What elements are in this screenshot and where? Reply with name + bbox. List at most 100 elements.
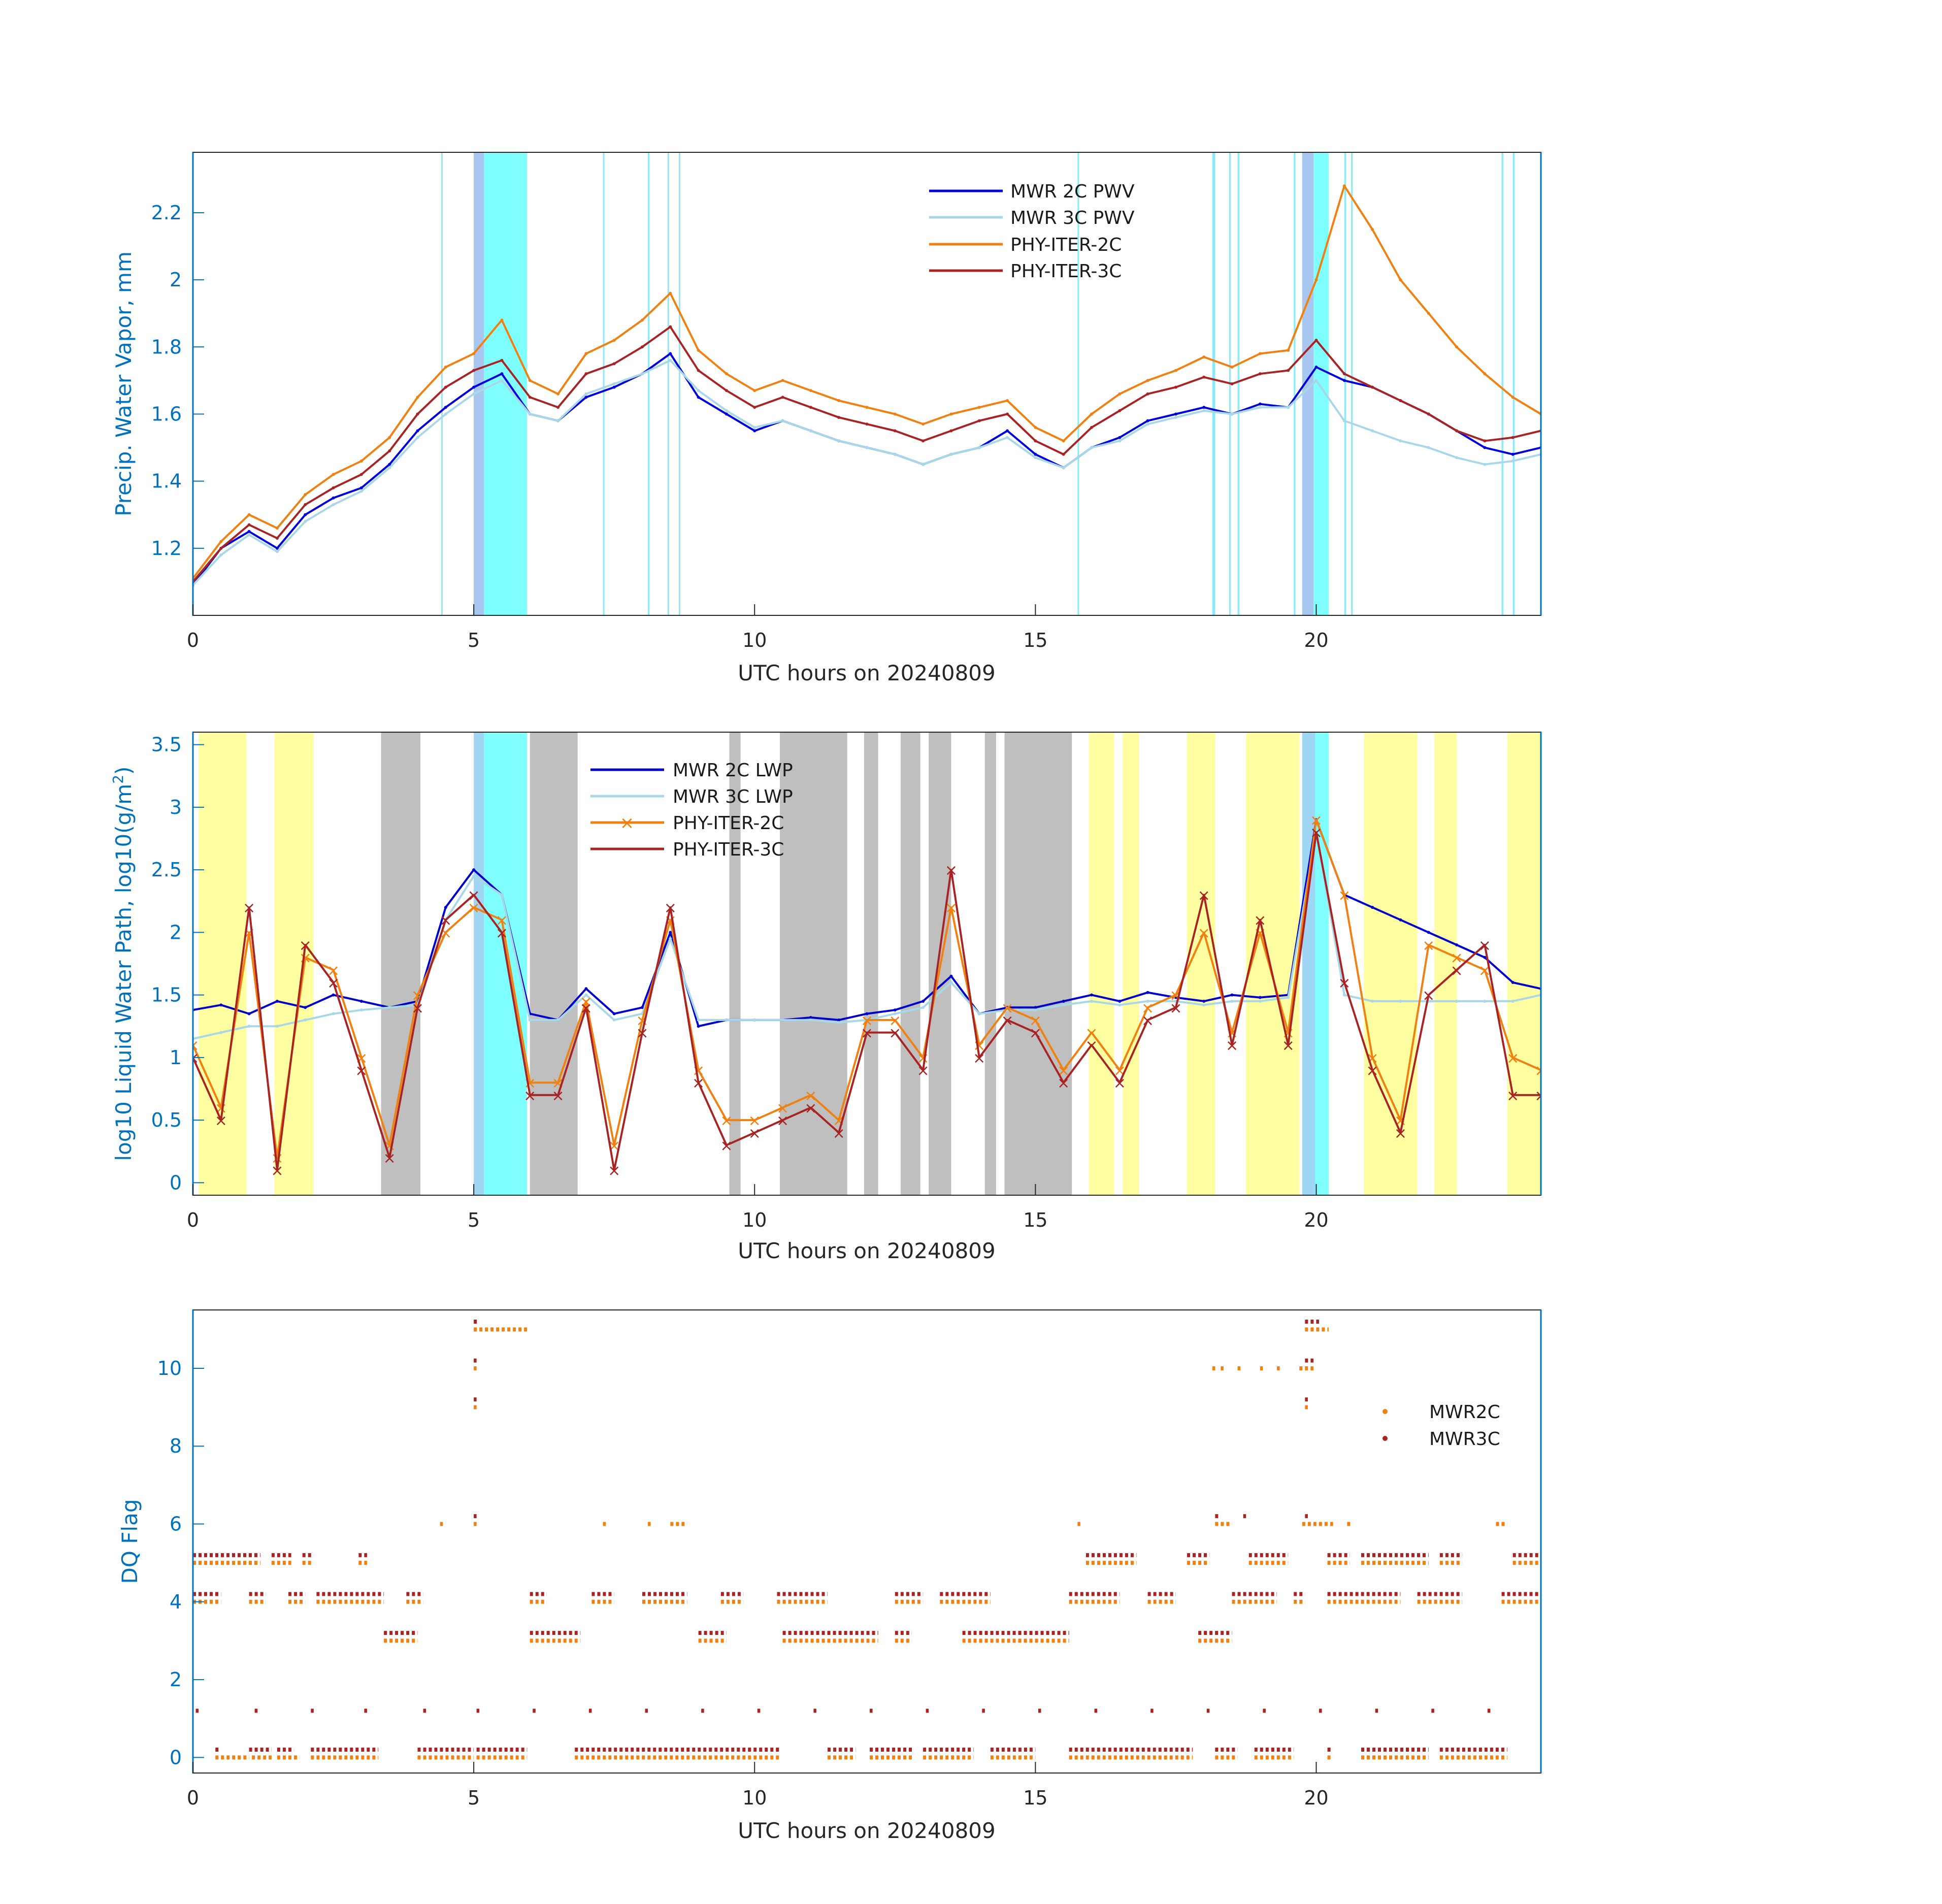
data-point-mwr-3c-pwv-12 xyxy=(528,412,532,416)
data-point-phy-iter-3c-7: × xyxy=(383,1150,396,1167)
data-point-phy-iter-3c-9 xyxy=(444,385,447,389)
data-point-phy-iter-2c-45: × xyxy=(1450,949,1463,967)
data-point-mwr-3c-lwp-36 xyxy=(1202,1003,1206,1007)
pwv-series-group xyxy=(193,184,1541,587)
data-point-phy-iter-3c-1 xyxy=(219,546,223,550)
data-point-mwr-3c-pwv-36 xyxy=(1202,409,1206,412)
data-point-mwr-3c-lwp-45 xyxy=(1455,999,1459,1003)
data-point-mwr-3c-lwp-31 xyxy=(1062,1003,1065,1007)
data-point-mwr-2c-pwv-15 xyxy=(612,385,616,389)
data-point-phy-iter-2c-15 xyxy=(612,339,616,342)
x-tick-label-1-1: 5 xyxy=(468,1209,480,1231)
data-point-phy-iter-3c-14: × xyxy=(580,999,593,1017)
data-point-phy-iter-2c-32 xyxy=(1090,412,1093,416)
shade-lightblue-0 xyxy=(474,732,484,1195)
data-point-mwr-3c-lwp-37 xyxy=(1230,999,1234,1003)
data-point-phy-iter-3c-16: × xyxy=(636,1025,648,1042)
data-point-mwr-3c-pwv-33 xyxy=(1118,439,1122,443)
lwp-panel: ×××××××××××× ××××××× ××××× ××××××××××××××××… xyxy=(110,732,1542,1263)
legend-label-phy-iter-2c: PHY-ITER-2C xyxy=(1010,235,1122,255)
dq-legend: MWR2C MWR3C xyxy=(1383,1402,1500,1450)
data-point-phy-iter-3c-4: × xyxy=(299,937,312,955)
data-point-phy-iter-2c-36 xyxy=(1202,355,1206,359)
data-point-mwr-3c-lwp-4 xyxy=(304,1018,307,1022)
data-point-mwr-2c-lwp-31 xyxy=(1062,999,1065,1003)
data-point-phy-iter-2c-41 xyxy=(1342,184,1346,188)
shade-cyan-lines-6 xyxy=(1212,152,1215,615)
shade-yellow-6 xyxy=(1364,732,1418,1195)
data-point-phy-iter-3c-11: × xyxy=(496,924,508,942)
legend-marker-mwr2c xyxy=(1383,1409,1388,1414)
data-point-phy-iter-3c-34: × xyxy=(1141,1012,1154,1030)
data-point-phy-iter-3c-38: × xyxy=(1254,912,1266,930)
data-point-phy-iter-3c-37: × xyxy=(1226,1037,1238,1055)
legend-label-mwr3c-lwp: MWR 3C LWP xyxy=(673,786,793,807)
data-point-mwr-3c-lwp-13 xyxy=(556,1018,560,1022)
data-point-mwr-3c-lwp-26 xyxy=(921,1006,925,1009)
data-point-mwr-2c-lwp-24 xyxy=(865,1012,869,1015)
data-point-phy-iter-3c-38 xyxy=(1258,372,1262,376)
data-point-mwr-3c-pwv-27 xyxy=(949,452,953,456)
data-point-phy-iter-3c-28 xyxy=(977,419,981,422)
data-point-phy-iter-2c-24 xyxy=(865,406,869,409)
data-point-mwr-2c-lwp-47 xyxy=(1511,980,1515,984)
shade-cyan-lines-11 xyxy=(1351,152,1353,615)
data-point-mwr-2c-lwp-42 xyxy=(1371,906,1374,909)
data-point-mwr-3c-pwv-47 xyxy=(1511,459,1515,463)
dq-x-axis-label: UTC hours on 20240809 xyxy=(738,1818,996,1843)
data-point-phy-iter-3c-41 xyxy=(1342,372,1346,376)
data-point-mwr-3c-pwv-5 xyxy=(332,503,335,506)
data-point-phy-iter-3c-10: × xyxy=(468,887,480,904)
data-point-phy-iter-3c-46 xyxy=(1483,439,1487,443)
data-point-mwr-2c-lwp-38 xyxy=(1258,996,1262,999)
data-point-phy-iter-2c-4 xyxy=(304,493,307,497)
shade-gray-0 xyxy=(381,732,421,1195)
data-point-mwr-3c-lwp-14 xyxy=(584,993,588,997)
pwv-panel: 0 5 10 15 20 1.2 1.4 1.6 1.8 2 2.2 UTC hours on 20… xyxy=(111,152,1542,685)
data-point-mwr-2c-lwp-23 xyxy=(837,1018,841,1022)
data-point-phy-iter-2c-44: × xyxy=(1422,937,1435,955)
data-point-mwr-3c-pwv-29 xyxy=(1006,436,1009,439)
y-tick-label-2-2: 4 xyxy=(170,1591,182,1613)
data-point-phy-iter-2c-45 xyxy=(1455,345,1459,349)
x-tick-label-0-3: 15 xyxy=(1023,629,1047,651)
data-point-mwr-3c-lwp-19 xyxy=(725,1018,728,1022)
lwp-axes xyxy=(192,732,1542,1196)
data-point-phy-iter-2c-32: × xyxy=(1085,1025,1098,1042)
data-point-phy-iter-3c-41: × xyxy=(1338,974,1351,992)
x-tick-label-0-1: 5 xyxy=(468,629,480,651)
data-point-mwr-2c-lwp-43 xyxy=(1399,918,1402,922)
data-point-mwr-3c-lwp-34 xyxy=(1146,999,1149,1003)
data-point-mwr-3c-lwp-30 xyxy=(1034,1008,1037,1012)
data-point-phy-iter-3c-9: × xyxy=(439,912,452,930)
data-point-mwr-3c-lwp-5 xyxy=(332,1012,335,1015)
data-point-phy-iter-3c-33: × xyxy=(1113,1074,1126,1092)
dq-tick-labels: 0 5 10 15 20 0 2 4 6 8 10 xyxy=(157,1357,1329,1809)
data-point-mwr-2c-pwv-35 xyxy=(1174,412,1177,416)
data-point-phy-iter-3c-24 xyxy=(865,422,869,426)
data-point-phy-iter-3c-23: × xyxy=(833,1125,845,1142)
data-point-mwr-3c-pwv-13 xyxy=(556,419,560,422)
data-point-mwr-3c-lwp-42 xyxy=(1371,999,1374,1003)
data-point-phy-iter-3c-32: × xyxy=(1085,1037,1098,1055)
data-point-phy-iter-3c-27 xyxy=(949,429,953,433)
shade-cyan-lines-13 xyxy=(1512,152,1515,615)
pwv-tick-labels: 0 5 10 15 20 1.2 1.4 1.6 1.8 2 2.2 xyxy=(151,202,1329,651)
data-point-mwr-3c-pwv-39 xyxy=(1287,406,1290,409)
data-point-mwr-3c-pwv-10 xyxy=(472,392,476,396)
data-point-mwr-3c-pwv-2 xyxy=(247,533,251,537)
shade-yellow-8 xyxy=(1507,732,1541,1195)
y-tick-label-0-0: 1.2 xyxy=(151,537,182,560)
data-point-mwr-2c-pwv-3 xyxy=(275,546,279,550)
data-point-mwr-3c-lwp-6 xyxy=(359,1008,363,1012)
data-point-phy-iter-2c-47: × xyxy=(1506,1049,1519,1067)
data-point-mwr-3c-pwv-6 xyxy=(359,489,363,493)
data-point-mwr-3c-pwv-16 xyxy=(641,372,644,376)
data-point-phy-iter-2c-29: × xyxy=(1001,999,1013,1017)
data-point-phy-iter-3c-42 xyxy=(1371,385,1374,389)
data-point-phy-iter-3c-39 xyxy=(1287,369,1290,372)
data-point-phy-iter-2c-38 xyxy=(1258,352,1262,355)
data-point-mwr-3c-pwv-34 xyxy=(1146,422,1149,426)
shade-cyan-lines-8 xyxy=(1237,152,1239,615)
data-point-mwr-3c-lwp-32 xyxy=(1090,999,1093,1003)
